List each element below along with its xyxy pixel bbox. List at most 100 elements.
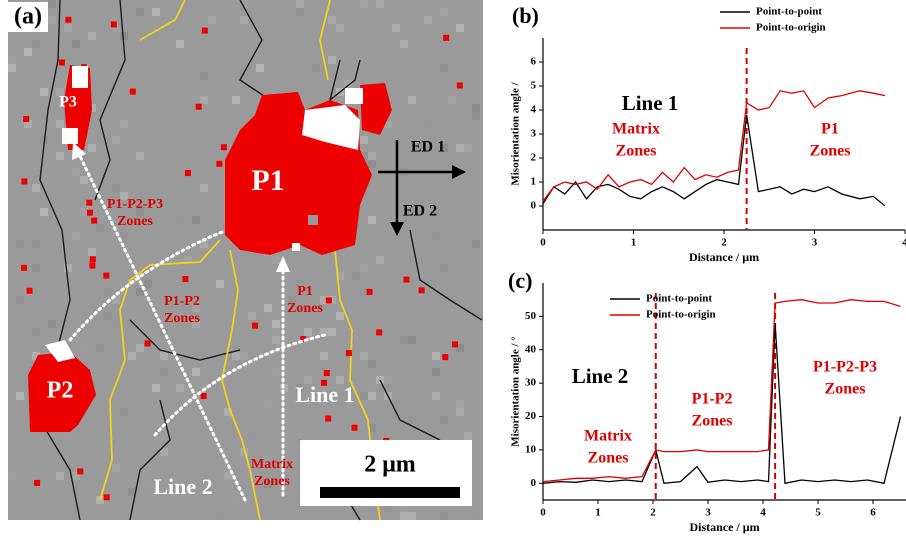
- red-pixel: [323, 370, 330, 377]
- red-pixel: [345, 350, 352, 357]
- texture-pixel: [200, 184, 208, 192]
- texture-pixel: [120, 232, 128, 240]
- map-label: Matrix: [251, 457, 293, 472]
- texture-pixel: [24, 120, 32, 128]
- texture-pixel: [240, 448, 248, 456]
- texture-pixel: [408, 416, 416, 424]
- red-pixel: [23, 116, 30, 123]
- red-pixel: [58, 59, 65, 66]
- red-pixel: [144, 340, 151, 347]
- texture-pixel: [160, 448, 168, 456]
- scale-bar: [320, 487, 460, 498]
- red-pixel: [195, 103, 202, 110]
- texture-pixel: [72, 40, 80, 48]
- texture-pixel: [200, 96, 208, 104]
- texture-pixel: [56, 152, 64, 160]
- texture-pixel: [272, 320, 280, 328]
- scan-curve: [153, 333, 327, 437]
- texture-pixel: [424, 16, 432, 24]
- legend-label: Point-to-point: [756, 6, 822, 18]
- boundary: [379, 379, 441, 441]
- texture-pixel: [440, 416, 448, 424]
- texture-pixel: [8, 472, 16, 480]
- texture-pixel: [320, 400, 328, 408]
- texture-pixel: [328, 296, 336, 304]
- texture-pixel: [224, 408, 232, 416]
- red-pixel: [252, 322, 259, 329]
- texture-pixel: [176, 216, 184, 224]
- texture-pixel: [80, 176, 88, 184]
- red-pixel: [442, 354, 449, 361]
- texture-pixel: [336, 272, 344, 280]
- texture-pixel: [80, 344, 88, 352]
- texture-pixel: [224, 472, 232, 480]
- texture-pixel: [376, 336, 384, 344]
- texture-pixel: [456, 400, 464, 408]
- red-pixel: [129, 88, 136, 95]
- texture-pixel: [112, 296, 120, 304]
- map-label: Zones: [164, 311, 200, 326]
- scan-line: [76, 150, 247, 502]
- texture-pixel: [112, 136, 120, 144]
- texture-pixel: [264, 480, 272, 488]
- texture-pixel: [288, 296, 296, 304]
- y-tick-label: 5: [531, 80, 537, 92]
- red-pixel: [240, 200, 247, 207]
- texture-pixel: [136, 344, 144, 352]
- y-axis-label: Misorientation angle / °: [510, 336, 522, 446]
- texture-pixel: [104, 312, 112, 320]
- red-pixel: [34, 479, 41, 486]
- panel-label: (b): [512, 3, 539, 28]
- texture-pixel: [72, 472, 80, 480]
- texture-pixel: [408, 96, 416, 104]
- texture-pixel: [144, 480, 152, 488]
- texture-pixel: [240, 0, 248, 8]
- annotation: Line 1: [622, 91, 679, 115]
- texture-pixel: [240, 352, 248, 360]
- map-label: Zones: [254, 474, 290, 489]
- scan-lines: [68, 150, 327, 502]
- texture-pixel: [360, 288, 368, 296]
- texture-pixel: [16, 392, 24, 400]
- white-zone: [72, 66, 88, 88]
- texture-pixel: [408, 336, 416, 344]
- texture-pixel: [304, 376, 312, 384]
- y-tick-label: 10: [525, 443, 537, 455]
- annotation: Matrix: [584, 428, 632, 445]
- y-tick-label: 4: [531, 104, 537, 116]
- panel-label-box: [8, 2, 48, 32]
- texture-pixel: [88, 144, 96, 152]
- red-pixel: [325, 415, 332, 422]
- texture-pixel: [192, 408, 200, 416]
- texture-pixel: [216, 512, 224, 520]
- texture-pixel: [472, 512, 480, 520]
- x-tick-label: 4: [902, 237, 906, 249]
- red-pixel: [87, 209, 94, 216]
- texture-pixel: [104, 288, 112, 296]
- annotation: Zones: [825, 381, 866, 398]
- white-zone: [292, 243, 300, 251]
- map-label: P1: [251, 164, 284, 197]
- texture-pixel: [320, 296, 328, 304]
- boundary: [99, 239, 221, 501]
- texture-pixel: [440, 64, 448, 72]
- red-pixel: [21, 178, 28, 185]
- texture-pixel: [432, 368, 440, 376]
- y-tick-label: 40: [525, 343, 537, 355]
- boundary: [221, 249, 261, 521]
- line-chart: 0 1 2 3 4 5 6 0 1 2 3 4 Distance / μm Misorientation …: [510, 3, 906, 264]
- texture-pixel: [456, 344, 464, 352]
- legend-label: Point-to-origin: [646, 309, 716, 321]
- texture-pixel: [96, 224, 104, 232]
- texture-pixel: [440, 264, 448, 272]
- legend-label: Point-to-origin: [756, 22, 826, 34]
- x-tick-label: 5: [815, 507, 821, 519]
- boundary: [129, 399, 171, 521]
- red-pixel: [300, 336, 307, 343]
- texture-pixel: [216, 280, 224, 288]
- texture-pixel: [240, 120, 248, 128]
- white-zone: [302, 105, 360, 150]
- texture-pixel: [360, 136, 368, 144]
- texture-pixel: [368, 160, 376, 168]
- texture-pixel: [376, 0, 384, 8]
